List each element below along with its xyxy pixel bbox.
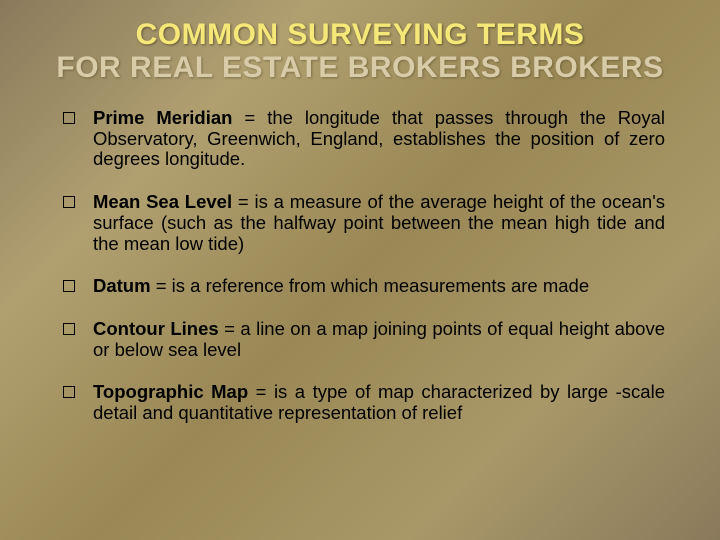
separator: =: [219, 318, 241, 339]
list-item: Prime Meridian = the longitude that pass…: [63, 108, 665, 170]
separator: =: [248, 381, 274, 402]
definition: is a reference from which measurements a…: [172, 275, 589, 296]
square-bullet-icon: [63, 386, 75, 398]
list-item: Topographic Map = is a type of map chara…: [63, 382, 665, 423]
slide-title: COMMON SURVEYING TERMS FOR REAL ESTATE B…: [55, 18, 665, 84]
item-text: Prime Meridian = the longitude that pass…: [93, 108, 665, 170]
item-text: Contour Lines = a line on a map joining …: [93, 319, 665, 360]
square-bullet-icon: [63, 112, 75, 124]
term: Mean Sea Level: [93, 191, 232, 212]
item-text: Mean Sea Level = is a measure of the ave…: [93, 192, 665, 254]
list-item: Contour Lines = a line on a map joining …: [63, 319, 665, 360]
term: Prime Meridian: [93, 107, 232, 128]
square-bullet-icon: [63, 323, 75, 335]
definitions-list: Prime Meridian = the longitude that pass…: [55, 108, 665, 424]
square-bullet-icon: [63, 280, 75, 292]
separator: =: [232, 107, 267, 128]
slide-container: COMMON SURVEYING TERMS FOR REAL ESTATE B…: [0, 0, 720, 540]
square-bullet-icon: [63, 196, 75, 208]
term: Topographic Map: [93, 381, 248, 402]
title-line-2: FOR REAL ESTATE BROKERS BROKERS: [55, 51, 665, 84]
title-line-1: COMMON SURVEYING TERMS: [55, 18, 665, 51]
term: Datum: [93, 275, 151, 296]
item-text: Datum = is a reference from which measur…: [93, 276, 665, 297]
term: Contour Lines: [93, 318, 219, 339]
list-item: Mean Sea Level = is a measure of the ave…: [63, 192, 665, 254]
item-text: Topographic Map = is a type of map chara…: [93, 382, 665, 423]
separator: =: [151, 275, 172, 296]
separator: =: [232, 191, 254, 212]
list-item: Datum = is a reference from which measur…: [63, 276, 665, 297]
